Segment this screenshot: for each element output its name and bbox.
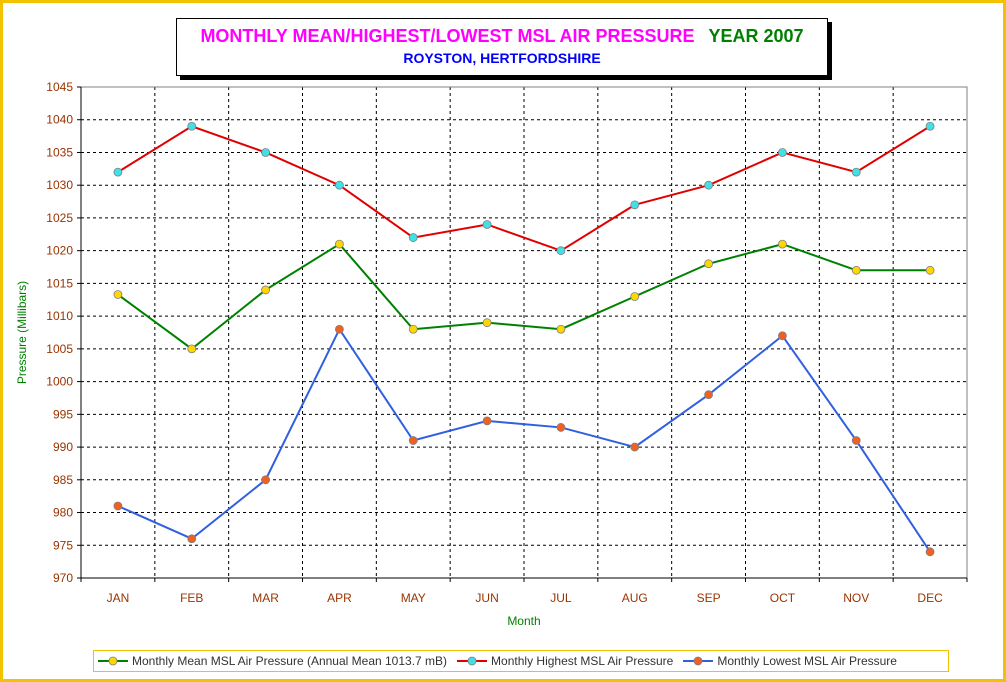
data-point — [113, 501, 123, 511]
data-point — [335, 239, 344, 249]
data-point — [630, 292, 640, 301]
data-point — [482, 220, 492, 229]
series-line-1 — [117, 242, 931, 351]
legend-swatch — [683, 656, 714, 666]
data-point — [851, 436, 861, 445]
y-tick-label: 1035 — [46, 145, 73, 159]
data-point — [925, 265, 935, 275]
x-tick-label: APR — [327, 591, 352, 605]
data-point — [335, 324, 344, 334]
y-axis-label: Pressure (Millibars) — [15, 281, 29, 384]
data-point — [630, 442, 640, 452]
data-point — [556, 423, 566, 432]
data-point — [556, 324, 566, 334]
legend-label: Monthly Mean MSL Air Pressure (Annual Me… — [132, 654, 448, 668]
data-point — [556, 246, 566, 256]
y-tick-label: 1025 — [46, 211, 73, 225]
x-tick-label: AUG — [622, 591, 648, 605]
legend: Monthly Mean MSL Air Pressure (Annual Me… — [93, 650, 949, 672]
title-box: MONTHLY MEAN/HIGHEST/LOWEST MSL AIR PRES… — [176, 18, 828, 76]
y-tick-label: 1015 — [46, 276, 73, 290]
data-point — [482, 318, 492, 328]
data-point — [704, 259, 713, 269]
legend-item: Monthly Mean MSL Air Pressure (Annual Me… — [98, 654, 447, 668]
legend-item: Monthly Lowest MSL Air Pressure — [683, 654, 897, 668]
data-point — [925, 547, 935, 557]
data-point — [408, 436, 418, 445]
x-tick-label: DEC — [917, 591, 943, 605]
data-point — [778, 331, 787, 341]
data-point — [704, 180, 713, 190]
y-tick-label: 1045 — [46, 80, 73, 94]
data-point — [482, 416, 492, 426]
data-point — [851, 265, 861, 275]
series-line-2 — [117, 125, 931, 252]
x-tick-label: FEB — [180, 591, 203, 605]
chart-year: YEAR 2007 — [708, 26, 804, 46]
data-point — [261, 475, 270, 485]
y-tick-label: 1000 — [46, 375, 73, 389]
chart-subtitle: ROYSTON, HERTFORDSHIRE — [403, 50, 601, 66]
x-tick-label: JUN — [475, 591, 498, 605]
series-line-3 — [117, 327, 931, 553]
x-axis-label: Month — [507, 614, 540, 628]
y-tick-label: 985 — [53, 473, 73, 487]
y-tick-label: 1010 — [46, 309, 73, 323]
legend-item: Monthly Highest MSL Air Pressure — [457, 654, 673, 668]
data-point — [261, 148, 270, 157]
x-tick-label: MAY — [401, 591, 426, 605]
y-tick-label: 1005 — [46, 342, 73, 356]
legend-swatch — [457, 656, 488, 666]
x-tick-label: MAR — [252, 591, 279, 605]
y-tick-label: 980 — [53, 506, 73, 520]
data-point — [187, 344, 197, 354]
x-tick-label: NOV — [843, 591, 869, 605]
data-point — [261, 285, 270, 295]
data-point — [408, 324, 418, 334]
data-point — [335, 180, 344, 190]
data-point — [113, 290, 123, 299]
data-point — [187, 534, 197, 544]
title-line: MONTHLY MEAN/HIGHEST/LOWEST MSL AIR PRES… — [177, 25, 827, 47]
y-tick-label: 990 — [53, 440, 73, 454]
y-tick-label: 1030 — [46, 178, 73, 192]
y-tick-label: 1040 — [46, 113, 73, 127]
data-point — [113, 167, 123, 177]
data-point — [778, 148, 787, 157]
data-point — [408, 233, 418, 242]
data-point — [925, 121, 935, 131]
y-tick-label: 1020 — [46, 244, 73, 258]
legend-label: Monthly Lowest MSL Air Pressure — [717, 654, 897, 668]
y-tick-label: 975 — [53, 538, 73, 552]
data-point — [851, 167, 861, 177]
legend-label: Monthly Highest MSL Air Pressure — [491, 654, 674, 668]
data-point — [187, 121, 197, 131]
y-tick-label: 970 — [53, 571, 73, 585]
chart-title: MONTHLY MEAN/HIGHEST/LOWEST MSL AIR PRES… — [200, 26, 695, 46]
x-tick-label: JUL — [550, 591, 572, 605]
y-tick-label: 995 — [53, 407, 73, 421]
x-tick-label: SEP — [697, 591, 721, 605]
legend-swatch — [98, 656, 128, 666]
data-point — [704, 390, 713, 400]
x-tick-label: OCT — [770, 591, 796, 605]
data-point — [630, 200, 640, 210]
x-tick-label: JAN — [107, 591, 130, 605]
data-point — [778, 239, 787, 249]
